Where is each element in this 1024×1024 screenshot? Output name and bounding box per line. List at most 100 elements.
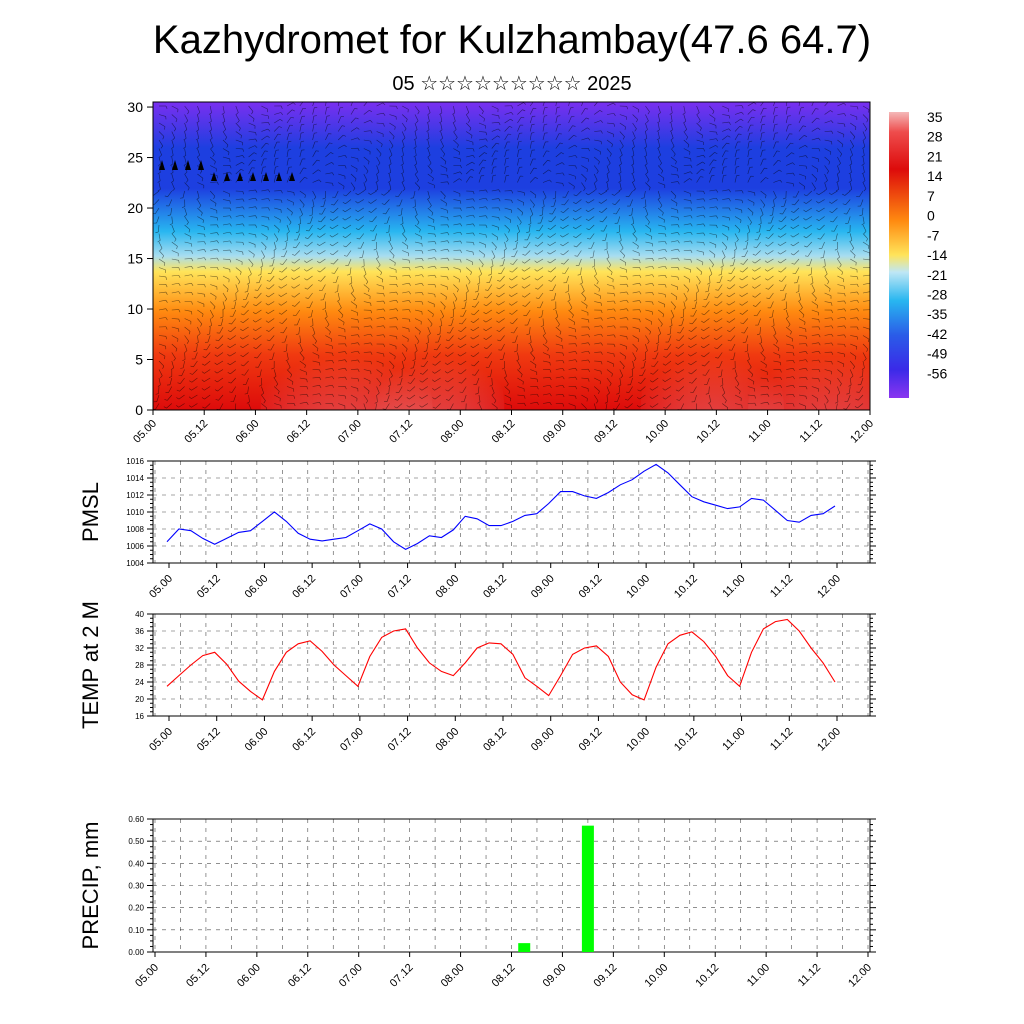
- y-tick-label: 1008: [126, 525, 144, 534]
- x-tick-label: 10.00: [643, 418, 671, 446]
- y-tick-label: 0: [135, 402, 143, 418]
- wind-flag: [211, 172, 217, 181]
- x-tick-label: 08.00: [433, 726, 461, 754]
- x-tick-label: 08.12: [481, 726, 509, 754]
- wind-flag: [172, 160, 178, 170]
- colorbar-label: -49: [927, 346, 947, 362]
- x-tick-label: 10.00: [624, 573, 652, 601]
- x-tick-label: 06.12: [290, 573, 318, 601]
- x-tick-label: 08.00: [439, 962, 467, 990]
- y-axis-title: TEMP at 2 M: [78, 601, 103, 729]
- colorbar-label: -42: [927, 326, 947, 342]
- y-tick-label: 0.60: [128, 815, 144, 824]
- y-tick-label: 40: [135, 610, 144, 619]
- colorbar-label: -14: [927, 247, 947, 263]
- series-line: [166, 618, 836, 701]
- y-tick-label: 0.10: [128, 926, 144, 935]
- y-tick-label: 20: [127, 200, 143, 216]
- y-tick-label: 1012: [126, 491, 144, 500]
- y-tick-label: 0.00: [128, 948, 144, 957]
- colorbar-label: -7: [927, 227, 940, 243]
- x-tick-label: 06.12: [290, 726, 318, 754]
- x-tick-label: 05.00: [147, 726, 175, 754]
- x-tick-label: 08.12: [490, 962, 518, 990]
- y-tick-label: 30: [127, 99, 143, 115]
- y-tick-label: 1010: [126, 508, 144, 517]
- x-tick-label: 11.12: [798, 418, 825, 445]
- x-tick-label: 11.12: [768, 726, 795, 753]
- x-tick-label: 11.12: [796, 962, 823, 989]
- warm-spot: [640, 320, 784, 410]
- x-tick-label: 09.00: [541, 962, 569, 990]
- y-tick-label: 36: [135, 627, 144, 636]
- colorbar-label: 35: [927, 109, 943, 125]
- wind-barbs: [153, 102, 870, 410]
- grid: [153, 819, 870, 952]
- wind-flag: [198, 160, 204, 170]
- colorbar-label: 0: [927, 208, 935, 224]
- x-tick-label: 12.00: [815, 573, 843, 601]
- x-tick-label: 05.12: [182, 418, 210, 446]
- x-tick-label: 06.00: [235, 962, 263, 990]
- x-tick-label: 09.00: [529, 573, 557, 601]
- x-tick-label: 05.00: [133, 962, 161, 990]
- x-tick-label: 11.12: [768, 573, 795, 600]
- x-tick-label: 06.00: [243, 573, 271, 601]
- wind-flag: [159, 160, 165, 170]
- x-tick-label: 07.12: [386, 573, 414, 601]
- y-tick-label: 32: [135, 644, 144, 653]
- precip-panel: 0.00 0.10 0.20 0.30 0.40 0.50 0.60 05.00 05.12 06…: [78, 815, 876, 990]
- x-tick-label: 10.00: [642, 962, 670, 990]
- y-tick-label: 10: [127, 301, 143, 317]
- x-tick-label: 10.12: [672, 726, 700, 754]
- y-tick-label: 25: [127, 150, 143, 166]
- precip-bar: [518, 943, 531, 952]
- y-tick-label: 15: [127, 251, 143, 267]
- x-tick-label: 07.00: [336, 418, 364, 446]
- y-tick-label: 0.20: [128, 904, 144, 913]
- x-tick-label: 11.00: [745, 962, 772, 989]
- pmsl-panel: 1004 1006 1008 1010 1012 1014 1016 05.00 05.12 06…: [78, 457, 876, 601]
- wind-flag: [224, 172, 230, 181]
- warm-spot: [375, 320, 505, 410]
- colorbar-label: 28: [927, 129, 943, 145]
- wind-flag: [250, 172, 256, 181]
- x-tick-label: 08.00: [433, 573, 461, 601]
- y-tick-label: 28: [135, 661, 144, 670]
- colorbar-label: -56: [927, 365, 947, 381]
- x-tick-label: 11.00: [720, 726, 747, 753]
- colorbar-label: 14: [927, 168, 943, 184]
- y-tick-label: 16: [135, 712, 144, 721]
- x-tick-label: 07.12: [388, 962, 416, 990]
- x-tick-label: 08.12: [481, 573, 509, 601]
- y-tick-label: 1016: [126, 457, 144, 466]
- x-tick-label: 10.12: [693, 962, 721, 990]
- x-tick-label: 10.12: [695, 418, 723, 446]
- grid: [153, 461, 870, 563]
- x-tick-label: 05.00: [131, 418, 159, 446]
- colorbar-label: 21: [927, 148, 943, 164]
- x-tick-label: 09.12: [592, 418, 620, 446]
- colorbar-label: 7: [927, 188, 935, 204]
- plot-frame: [152, 460, 871, 564]
- x-tick-label: 09.12: [577, 726, 605, 754]
- wind-flag: [276, 172, 282, 181]
- y-tick-label: 0.30: [128, 882, 144, 891]
- x-tick-label: 06.12: [286, 962, 314, 990]
- grid: [153, 614, 870, 716]
- colorbar-scale: [889, 112, 909, 398]
- x-tick-label: 05.00: [147, 573, 175, 601]
- temperature-field: [153, 102, 870, 410]
- x-tick-label: 07.12: [387, 418, 415, 446]
- y-tick-label: 20: [135, 695, 144, 704]
- cross-section-panel: 0 5 10 15 20 25 30 05.00 05.12 06.00 06.12 07.00 07.…: [127, 99, 876, 446]
- warm-spot: [748, 320, 870, 410]
- x-tick-label: 09.00: [541, 418, 569, 446]
- x-tick-label: 12.00: [815, 726, 843, 754]
- x-tick-label: 08.12: [490, 418, 518, 446]
- x-tick-label: 11.00: [746, 418, 773, 445]
- x-tick-label: 07.00: [337, 962, 365, 990]
- precip-bar: [581, 825, 594, 952]
- colorbar-label: -21: [927, 267, 947, 283]
